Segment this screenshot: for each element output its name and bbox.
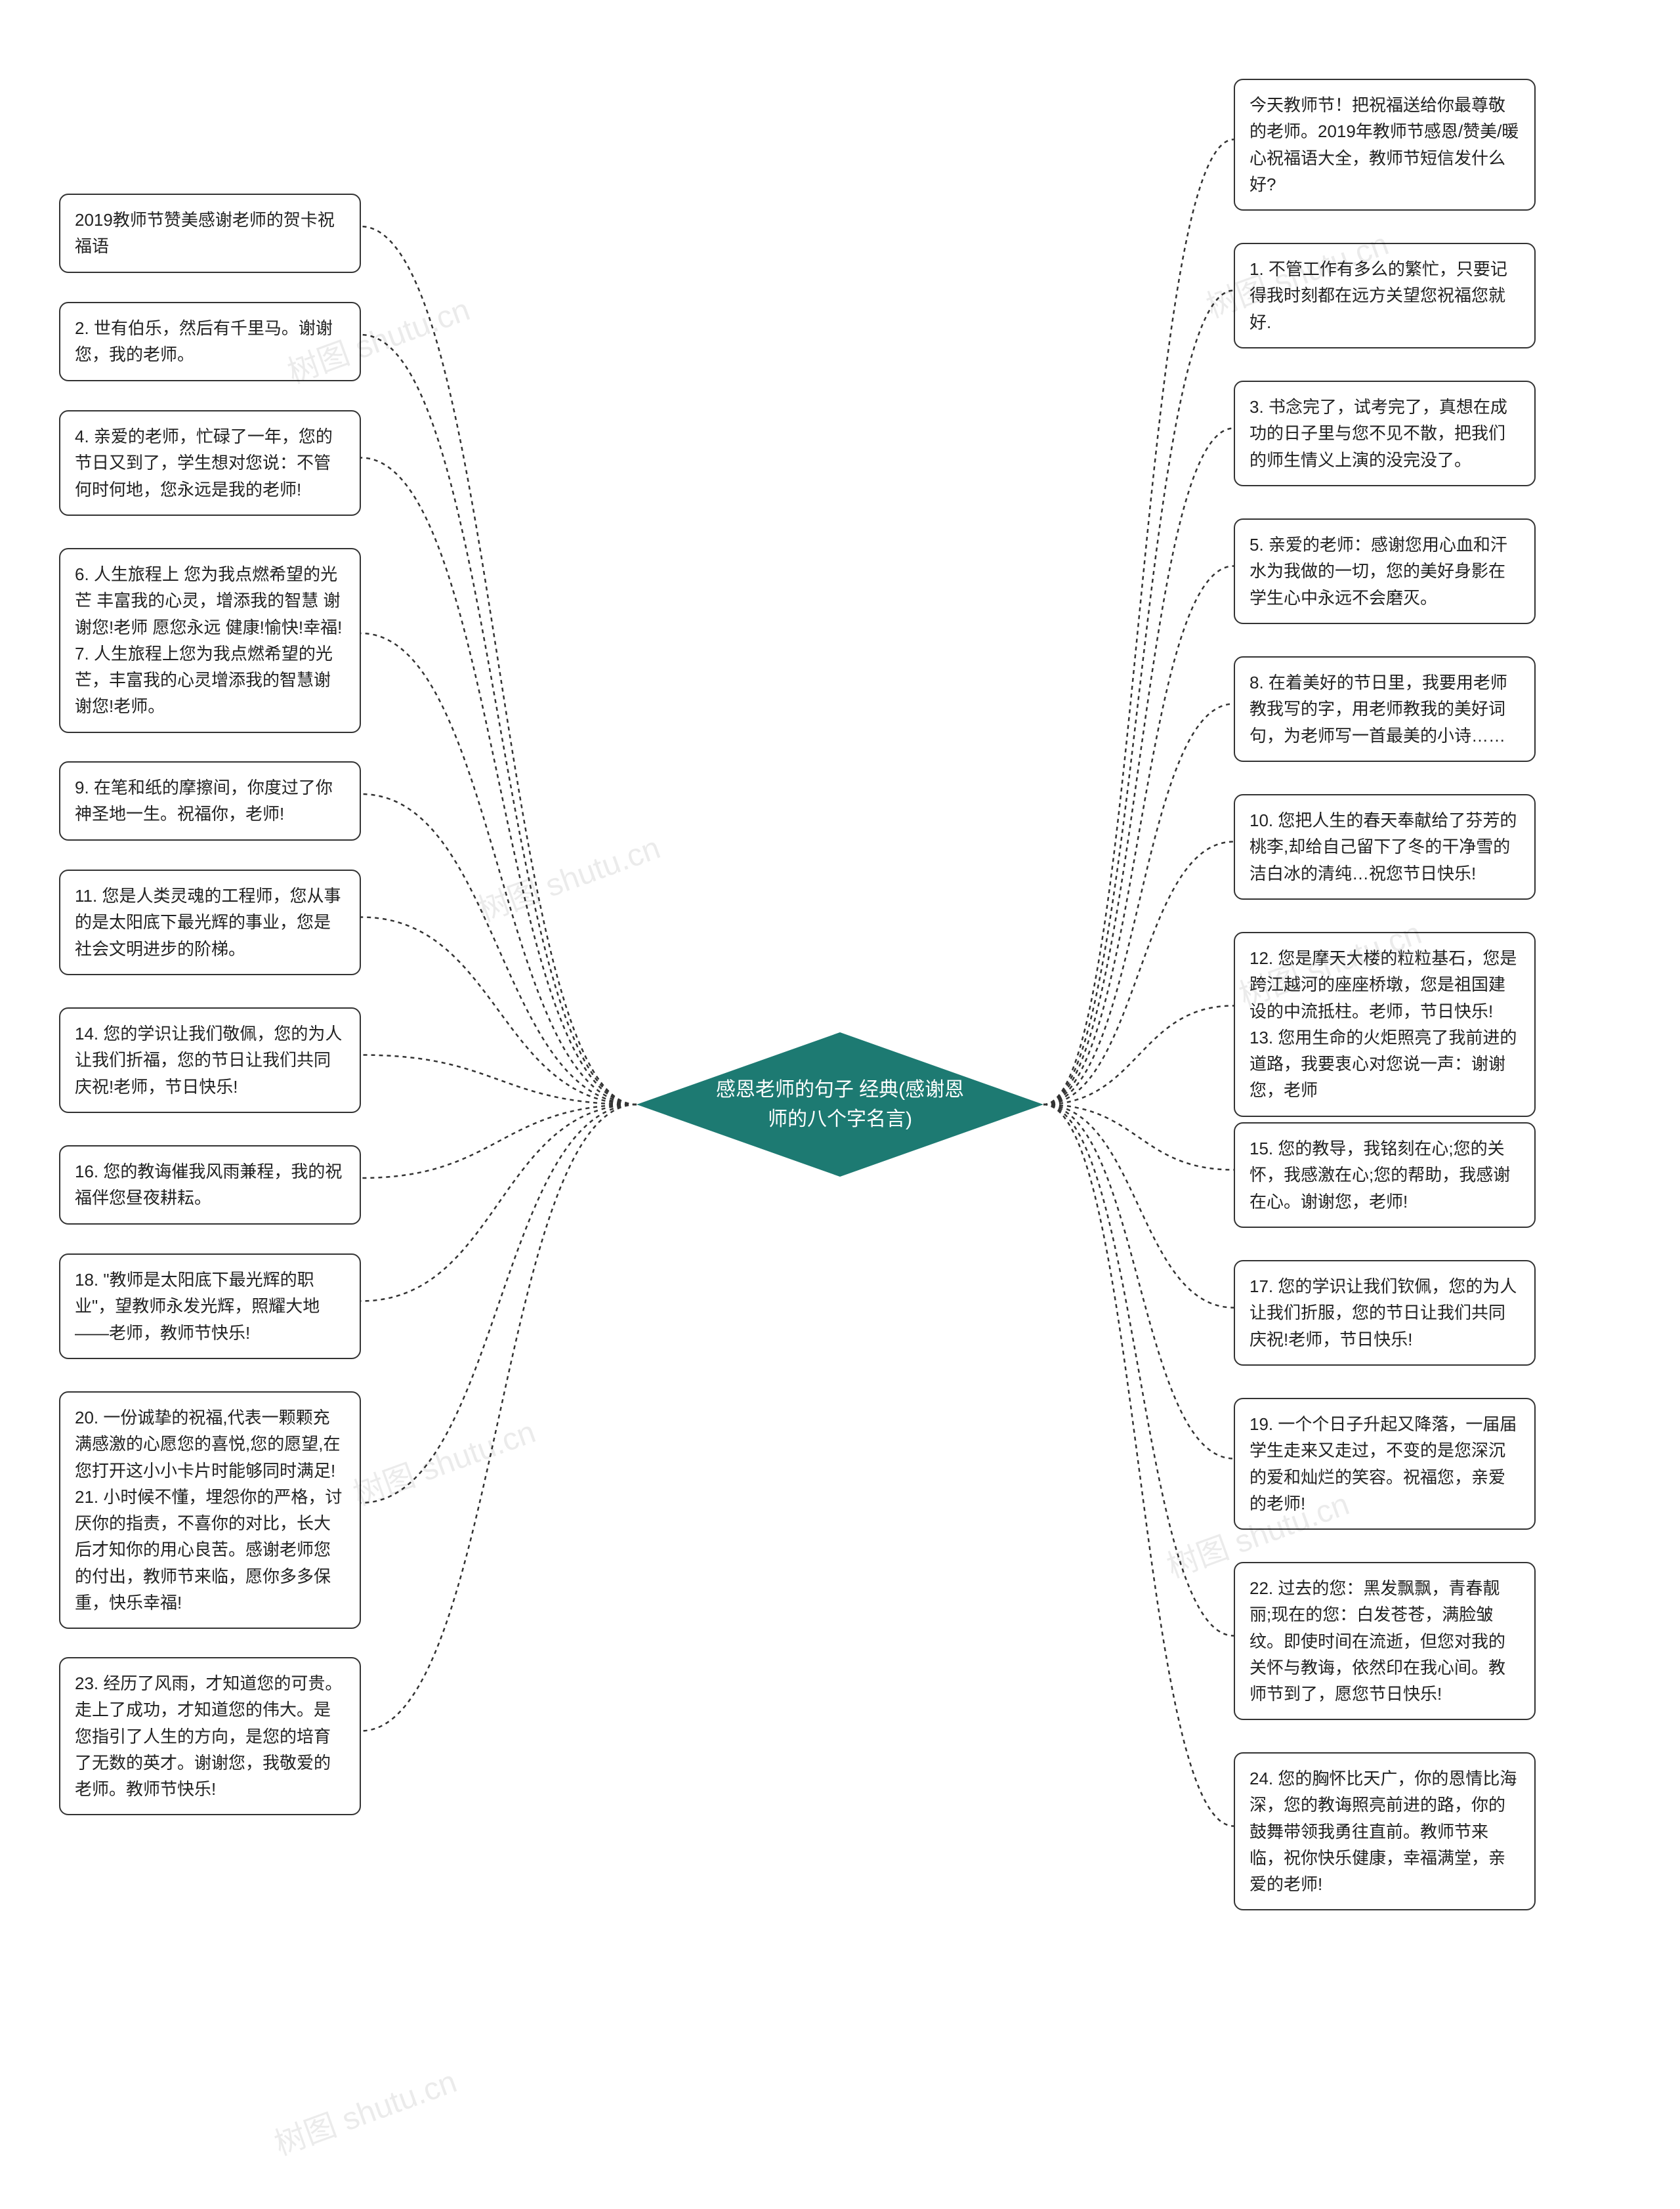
mindmap-node-left-4: 9. 在笔和纸的摩擦间，你度过了你神圣地一生。祝福你，老师! (59, 761, 361, 841)
mindmap-node-left-2: 4. 亲爱的老师，忙碌了一年，您的节日又到了，学生想对您说：不管何时何地，您永远… (59, 410, 361, 516)
mindmap-node-left-0: 2019教师节赞美感谢老师的贺卡祝福语 (59, 194, 361, 273)
connector (361, 335, 637, 1104)
center-title: 感恩老师的句子 经典(感谢恩师的八个字名言) (715, 1075, 965, 1134)
connector (361, 458, 637, 1105)
connector (361, 1104, 637, 1301)
node-text: 11. 您是人类灵魂的工程师，您从事的是太阳底下最光辉的事业，您是社会文明进步的… (75, 886, 341, 959)
mindmap-node-right-2: 3. 书念完了，试考完了，真想在成功的日子里与您不见不散，把我们的师生情义上演的… (1234, 381, 1536, 486)
node-text: 22. 过去的您：黑发飘飘，青春靓丽;现在的您：白发苍苍，满脸皱纹。即使时间在流… (1250, 1578, 1505, 1704)
connector (1043, 1104, 1234, 1636)
connector (361, 1055, 637, 1105)
connector (1043, 291, 1234, 1105)
node-text: 3. 书念完了，试考完了，真想在成功的日子里与您不见不散，把我们的师生情义上演的… (1250, 397, 1507, 470)
node-text: 14. 您的学识让我们敬佩，您的为人让我们折福，您的节日让我们共同庆祝!老师，节… (75, 1024, 342, 1097)
mindmap-node-right-8: 17. 您的学识让我们钦佩，您的为人让我们折服，您的节日让我们共同庆祝!老师，节… (1234, 1260, 1536, 1366)
connector (1043, 842, 1234, 1105)
connector (1043, 1104, 1234, 1826)
node-text: 1. 不管工作有多么的繁忙，只要记得我时刻都在远方关望您祝福您就好. (1250, 259, 1507, 332)
connector (361, 1104, 637, 1731)
mindmap-node-right-4: 8. 在着美好的节日里，我要用老师教我写的字，用老师教我的美好词句，为老师写一首… (1234, 656, 1536, 762)
connector (361, 794, 637, 1104)
node-text: 2019教师节赞美感谢老师的贺卡祝福语 (75, 210, 335, 256)
node-text: 16. 您的教诲催我风雨兼程，我的祝福伴您昼夜耕耘。 (75, 1162, 342, 1208)
node-text: 20. 一份诚挚的祝福,代表一颗颗充满感激的心愿您的喜悦,您的愿望,在您打开这小… (75, 1408, 342, 1612)
connector (1043, 1104, 1234, 1459)
connector (361, 1104, 637, 1503)
connector (1043, 429, 1234, 1105)
mindmap-node-right-7: 15. 您的教导，我铭刻在心;您的关怀，我感激在心;您的帮助，我感谢在心。谢谢您… (1234, 1122, 1536, 1228)
node-text: 18. "教师是太阳底下最光辉的职业"，望教师永发光辉，照耀大地——老师，教师节… (75, 1270, 320, 1343)
connector (361, 226, 637, 1104)
node-text: 今天教师节！把祝福送给你最尊敬的老师。2019年教师节感恩/赞美/暖心祝福语大全… (1250, 95, 1519, 194)
mindmap-node-right-11: 24. 您的胸怀比天广，你的恩情比海深，您的教诲照亮前进的路，你的鼓舞带领我勇往… (1234, 1752, 1536, 1910)
node-text: 15. 您的教导，我铭刻在心;您的关怀，我感激在心;您的帮助，我感谢在心。谢谢您… (1250, 1139, 1510, 1211)
node-text: 12. 您是摩天大楼的粒粒基石，您是跨江越河的座座桥墩，您是祖国建设的中流抵柱。… (1250, 948, 1517, 1100)
node-text: 9. 在笔和纸的摩擦间，你度过了你神圣地一生。祝福你，老师! (75, 778, 333, 824)
connector (361, 633, 637, 1104)
mindmap-node-right-5: 10. 您把人生的春天奉献给了芬芳的桃李,却给自己留下了冬的干净雪的洁白冰的清纯… (1234, 794, 1536, 900)
mindmap-node-right-10: 22. 过去的您：黑发飘飘，青春靓丽;现在的您：白发苍苍，满脸皱纹。即使时间在流… (1234, 1562, 1536, 1720)
mindmap-node-right-9: 19. 一个个日子升起又降落，一届届学生走来又走过，不变的是您深沉的爱和灿烂的笑… (1234, 1398, 1536, 1530)
node-text: 2. 世有伯乐，然后有千里马。谢谢您，我的老师。 (75, 318, 333, 364)
mindmap-node-left-6: 14. 您的学识让我们敬佩，您的为人让我们折福，您的节日让我们共同庆祝!老师，节… (59, 1007, 361, 1113)
node-text: 5. 亲爱的老师：感谢您用心血和汗水为我做的一切，您的美好身影在学生心中永远不会… (1250, 535, 1507, 608)
connector (361, 917, 637, 1105)
mindmap-node-left-3: 6. 人生旅程上 您为我点燃希望的光芒 丰富我的心灵，增添我的智慧 谢谢您!老师… (59, 548, 361, 733)
mindmap-node-right-0: 今天教师节！把祝福送给你最尊敬的老师。2019年教师节感恩/赞美/暖心祝福语大全… (1234, 79, 1536, 211)
connector (1043, 566, 1234, 1105)
mindmap-node-left-5: 11. 您是人类灵魂的工程师，您从事的是太阳底下最光辉的事业，您是社会文明进步的… (59, 870, 361, 975)
mindmap-node-right-6: 12. 您是摩天大楼的粒粒基石，您是跨江越河的座座桥墩，您是祖国建设的中流抵柱。… (1234, 932, 1536, 1117)
node-text: 10. 您把人生的春天奉献给了芬芳的桃李,却给自己留下了冬的干净雪的洁白冰的清纯… (1250, 810, 1517, 883)
node-text: 6. 人生旅程上 您为我点燃希望的光芒 丰富我的心灵，增添我的智慧 谢谢您!老师… (75, 564, 342, 716)
node-text: 24. 您的胸怀比天广，你的恩情比海深，您的教诲照亮前进的路，你的鼓舞带领我勇往… (1250, 1769, 1517, 1894)
center-node: 感恩老师的句子 经典(感谢恩师的八个字名言) (637, 1032, 1043, 1177)
mindmap-node-left-9: 20. 一份诚挚的祝福,代表一颗颗充满感激的心愿您的喜悦,您的愿望,在您打开这小… (59, 1391, 361, 1629)
node-text: 23. 经历了风雨，才知道您的可贵。走上了成功，才知道您的伟大。是您指引了人生的… (75, 1673, 342, 1799)
mindmap-node-right-3: 5. 亲爱的老师：感谢您用心血和汗水为我做的一切，您的美好身影在学生心中永远不会… (1234, 518, 1536, 624)
node-text: 17. 您的学识让我们钦佩，您的为人让我们折服，您的节日让我们共同庆祝!老师，节… (1250, 1276, 1517, 1349)
mindmap-node-left-10: 23. 经历了风雨，才知道您的可贵。走上了成功，才知道您的伟大。是您指引了人生的… (59, 1657, 361, 1815)
connector (1043, 1104, 1234, 1308)
node-text: 19. 一个个日子升起又降落，一届届学生走来又走过，不变的是您深沉的爱和灿烂的笑… (1250, 1414, 1517, 1513)
node-text: 4. 亲爱的老师，忙碌了一年，您的节日又到了，学生想对您说：不管何时何地，您永远… (75, 427, 333, 499)
connector (1043, 140, 1234, 1105)
mindmap-node-right-1: 1. 不管工作有多么的繁忙，只要记得我时刻都在远方关望您祝福您就好. (1234, 243, 1536, 348)
connector (361, 1104, 637, 1178)
mindmap-node-left-8: 18. "教师是太阳底下最光辉的职业"，望教师永发光辉，照耀大地——老师，教师节… (59, 1253, 361, 1359)
mindmap-node-left-1: 2. 世有伯乐，然后有千里马。谢谢您，我的老师。 (59, 302, 361, 381)
node-text: 8. 在着美好的节日里，我要用老师教我写的字，用老师教我的美好词句，为老师写一首… (1250, 673, 1507, 746)
connector (1043, 1104, 1234, 1170)
mindmap-node-left-7: 16. 您的教诲催我风雨兼程，我的祝福伴您昼夜耕耘。 (59, 1145, 361, 1225)
